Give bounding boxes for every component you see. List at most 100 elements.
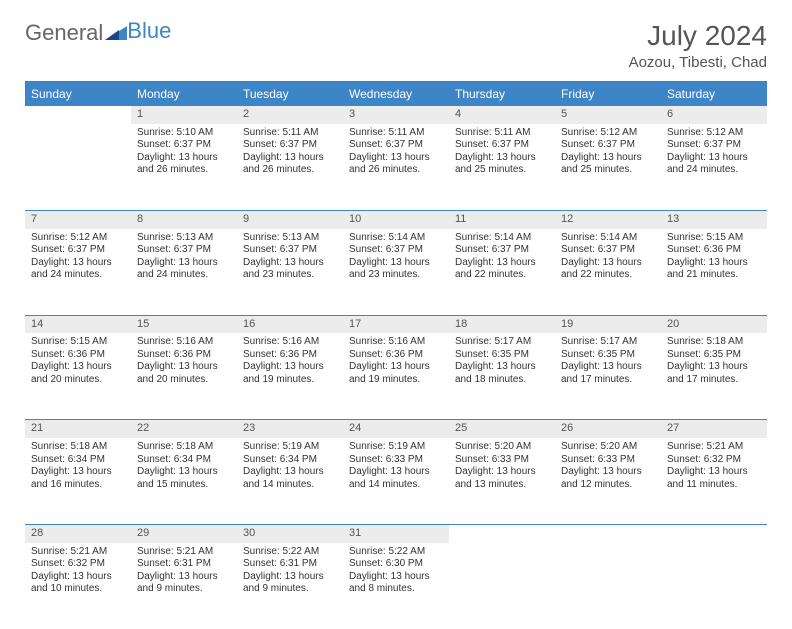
day-cell: Sunrise: 5:21 AMSunset: 6:32 PMDaylight:… bbox=[661, 438, 767, 525]
day-cell bbox=[449, 543, 555, 629]
daylight-line1: Daylight: 13 hours bbox=[243, 466, 337, 479]
day-number: 13 bbox=[661, 210, 767, 228]
sunset-text: Sunset: 6:37 PM bbox=[243, 139, 337, 152]
daylight-line1: Daylight: 13 hours bbox=[455, 257, 549, 270]
sunrise-text: Sunrise: 5:16 AM bbox=[349, 336, 443, 349]
daylight-line1: Daylight: 13 hours bbox=[667, 466, 761, 479]
daylight-line2: and 19 minutes. bbox=[243, 374, 337, 387]
sunset-text: Sunset: 6:36 PM bbox=[667, 244, 761, 257]
day-number: 12 bbox=[555, 210, 661, 228]
daylight-line1: Daylight: 13 hours bbox=[243, 571, 337, 584]
weekday-sunday: Sunday bbox=[25, 82, 131, 106]
sunset-text: Sunset: 6:36 PM bbox=[243, 349, 337, 362]
day-cell: Sunrise: 5:13 AMSunset: 6:37 PMDaylight:… bbox=[131, 229, 237, 316]
sunset-text: Sunset: 6:30 PM bbox=[349, 558, 443, 571]
day-number: 4 bbox=[449, 106, 555, 124]
daylight-line2: and 22 minutes. bbox=[561, 269, 655, 282]
day-cell: Sunrise: 5:13 AMSunset: 6:37 PMDaylight:… bbox=[237, 229, 343, 316]
sunrise-text: Sunrise: 5:11 AM bbox=[243, 127, 337, 140]
calendar-table: SundayMondayTuesdayWednesdayThursdayFrid… bbox=[25, 81, 767, 629]
daylight-line1: Daylight: 13 hours bbox=[137, 466, 231, 479]
day-number: 29 bbox=[131, 525, 237, 543]
logo-icon bbox=[105, 20, 127, 46]
sunset-text: Sunset: 6:31 PM bbox=[243, 558, 337, 571]
day-details: Sunrise: 5:18 AMSunset: 6:34 PMDaylight:… bbox=[131, 438, 237, 497]
day-number: 10 bbox=[343, 210, 449, 228]
sunset-text: Sunset: 6:31 PM bbox=[137, 558, 231, 571]
sunrise-text: Sunrise: 5:11 AM bbox=[349, 127, 443, 140]
weekday-monday: Monday bbox=[131, 82, 237, 106]
daylight-line2: and 26 minutes. bbox=[137, 164, 231, 177]
sunset-text: Sunset: 6:36 PM bbox=[349, 349, 443, 362]
day-cell: Sunrise: 5:14 AMSunset: 6:37 PMDaylight:… bbox=[343, 229, 449, 316]
daylight-line1: Daylight: 13 hours bbox=[455, 152, 549, 165]
day-details: Sunrise: 5:11 AMSunset: 6:37 PMDaylight:… bbox=[343, 124, 449, 183]
day-cell: Sunrise: 5:10 AMSunset: 6:37 PMDaylight:… bbox=[131, 124, 237, 211]
day-cell: Sunrise: 5:17 AMSunset: 6:35 PMDaylight:… bbox=[449, 333, 555, 420]
daylight-line1: Daylight: 13 hours bbox=[349, 257, 443, 270]
daylight-line2: and 14 minutes. bbox=[349, 479, 443, 492]
day-number: 16 bbox=[237, 315, 343, 333]
daylight-line1: Daylight: 13 hours bbox=[31, 361, 125, 374]
day-details: Sunrise: 5:14 AMSunset: 6:37 PMDaylight:… bbox=[555, 229, 661, 288]
weekday-friday: Friday bbox=[555, 82, 661, 106]
day-details: Sunrise: 5:19 AMSunset: 6:34 PMDaylight:… bbox=[237, 438, 343, 497]
day-details: Sunrise: 5:16 AMSunset: 6:36 PMDaylight:… bbox=[237, 333, 343, 392]
day-number: 6 bbox=[661, 106, 767, 124]
day-cell: Sunrise: 5:17 AMSunset: 6:35 PMDaylight:… bbox=[555, 333, 661, 420]
location-text: Aozou, Tibesti, Chad bbox=[629, 54, 767, 71]
daylight-line2: and 26 minutes. bbox=[243, 164, 337, 177]
daylight-line1: Daylight: 13 hours bbox=[667, 152, 761, 165]
sunrise-text: Sunrise: 5:12 AM bbox=[561, 127, 655, 140]
daylight-line2: and 20 minutes. bbox=[31, 374, 125, 387]
daylight-line1: Daylight: 13 hours bbox=[137, 571, 231, 584]
daylight-line1: Daylight: 13 hours bbox=[31, 571, 125, 584]
weekday-header-row: SundayMondayTuesdayWednesdayThursdayFrid… bbox=[25, 82, 767, 106]
day-content-row: Sunrise: 5:15 AMSunset: 6:36 PMDaylight:… bbox=[25, 333, 767, 420]
daylight-line2: and 24 minutes. bbox=[137, 269, 231, 282]
day-number: 27 bbox=[661, 420, 767, 438]
day-number: 31 bbox=[343, 525, 449, 543]
day-number: 17 bbox=[343, 315, 449, 333]
sunrise-text: Sunrise: 5:14 AM bbox=[455, 232, 549, 245]
daylight-line1: Daylight: 13 hours bbox=[137, 257, 231, 270]
day-number: 1 bbox=[131, 106, 237, 124]
sunrise-text: Sunrise: 5:12 AM bbox=[31, 232, 125, 245]
sunset-text: Sunset: 6:35 PM bbox=[455, 349, 549, 362]
day-details: Sunrise: 5:22 AMSunset: 6:31 PMDaylight:… bbox=[237, 543, 343, 602]
sunset-text: Sunset: 6:37 PM bbox=[137, 139, 231, 152]
day-details: Sunrise: 5:20 AMSunset: 6:33 PMDaylight:… bbox=[555, 438, 661, 497]
day-details: Sunrise: 5:14 AMSunset: 6:37 PMDaylight:… bbox=[343, 229, 449, 288]
day-number: 11 bbox=[449, 210, 555, 228]
day-number: 21 bbox=[25, 420, 131, 438]
day-details: Sunrise: 5:13 AMSunset: 6:37 PMDaylight:… bbox=[237, 229, 343, 288]
day-cell: Sunrise: 5:16 AMSunset: 6:36 PMDaylight:… bbox=[343, 333, 449, 420]
day-details: Sunrise: 5:18 AMSunset: 6:35 PMDaylight:… bbox=[661, 333, 767, 392]
sunrise-text: Sunrise: 5:13 AM bbox=[243, 232, 337, 245]
daylight-line2: and 23 minutes. bbox=[243, 269, 337, 282]
daynum-row: 78910111213 bbox=[25, 210, 767, 228]
day-cell: Sunrise: 5:22 AMSunset: 6:30 PMDaylight:… bbox=[343, 543, 449, 629]
daylight-line1: Daylight: 13 hours bbox=[667, 257, 761, 270]
day-details: Sunrise: 5:22 AMSunset: 6:30 PMDaylight:… bbox=[343, 543, 449, 602]
daylight-line1: Daylight: 13 hours bbox=[667, 361, 761, 374]
sunrise-text: Sunrise: 5:18 AM bbox=[137, 441, 231, 454]
sunset-text: Sunset: 6:37 PM bbox=[561, 244, 655, 257]
day-cell: Sunrise: 5:16 AMSunset: 6:36 PMDaylight:… bbox=[131, 333, 237, 420]
day-number: 23 bbox=[237, 420, 343, 438]
day-cell bbox=[555, 543, 661, 629]
sunset-text: Sunset: 6:35 PM bbox=[667, 349, 761, 362]
daylight-line2: and 26 minutes. bbox=[349, 164, 443, 177]
daylight-line1: Daylight: 13 hours bbox=[455, 466, 549, 479]
sunrise-text: Sunrise: 5:13 AM bbox=[137, 232, 231, 245]
sunset-text: Sunset: 6:36 PM bbox=[137, 349, 231, 362]
day-details: Sunrise: 5:16 AMSunset: 6:36 PMDaylight:… bbox=[343, 333, 449, 392]
sunrise-text: Sunrise: 5:18 AM bbox=[667, 336, 761, 349]
sunrise-text: Sunrise: 5:10 AM bbox=[137, 127, 231, 140]
sunrise-text: Sunrise: 5:22 AM bbox=[243, 546, 337, 559]
day-cell: Sunrise: 5:18 AMSunset: 6:34 PMDaylight:… bbox=[131, 438, 237, 525]
sunset-text: Sunset: 6:34 PM bbox=[243, 454, 337, 467]
day-details: Sunrise: 5:21 AMSunset: 6:32 PMDaylight:… bbox=[661, 438, 767, 497]
sunset-text: Sunset: 6:37 PM bbox=[561, 139, 655, 152]
day-cell: Sunrise: 5:21 AMSunset: 6:31 PMDaylight:… bbox=[131, 543, 237, 629]
